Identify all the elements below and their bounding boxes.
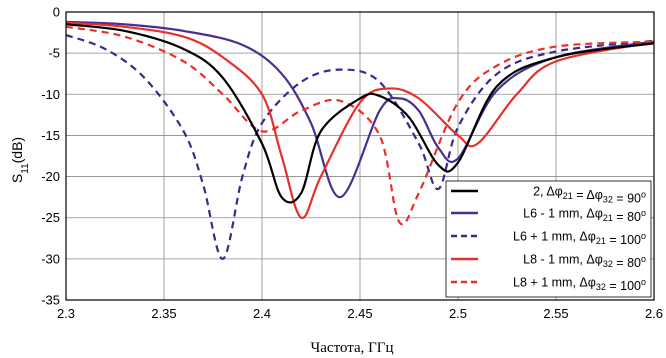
series-line-l6-plus-1mm — [65, 34, 655, 260]
y-axis-label: S11(dB) — [9, 137, 31, 183]
x-tick-label: 2.55 — [543, 306, 568, 321]
legend-label-black-reference: 2, Δφ21 = Δφ32 = 90o — [533, 185, 646, 206]
series-line-black-reference — [65, 23, 655, 204]
series-line-l8-plus-1mm — [65, 25, 655, 226]
x-tick-label: 2.4 — [253, 306, 271, 321]
y-tick-label: -5 — [48, 46, 60, 61]
series-line-l6-minus-1mm — [65, 20, 655, 199]
series-group — [65, 20, 655, 260]
y-tick-label: -35 — [41, 293, 60, 308]
x-tick-label: 2.6 — [645, 306, 663, 321]
y-tick-label: -20 — [41, 169, 60, 184]
x-axis-label: Частота, ГГц — [311, 340, 394, 356]
legend-label-l6-plus-1mm: L6 + 1 mm, Δφ21 = 100o — [513, 230, 646, 248]
x-tick-label: 2.3 — [57, 306, 75, 321]
x-tick-label: 2.45 — [347, 306, 372, 321]
y-tick-label: -30 — [41, 251, 60, 266]
legend-box — [445, 180, 652, 298]
y-tick-label: -25 — [41, 210, 60, 225]
y-tick-label: -15 — [41, 128, 60, 143]
y-tick-labels: 0 -5 -10 -15 -20 -25 -30 -35 — [41, 5, 60, 308]
series-line-l8-minus-1mm — [65, 21, 655, 219]
plot-frame — [65, 11, 655, 301]
y-tick-label: -10 — [41, 87, 60, 102]
y-tick-label: 0 — [53, 5, 60, 20]
legend-label-l8-minus-1mm: L8 - 1 mm, Δφ32 = 80o — [523, 253, 646, 271]
x-tick-label: 2.35 — [151, 306, 176, 321]
legend-label-l8-plus-1mm: L8 + 1 mm, Δφ32 = 100o — [513, 276, 646, 294]
legend-label-l6-minus-1mm: L6 - 1 mm, Δφ21 = 80o — [523, 207, 646, 225]
x-tick-label: 2.5 — [449, 306, 467, 321]
x-tick-labels: 2.3 2.35 2.4 2.45 2.5 2.55 2.6 — [57, 306, 663, 321]
